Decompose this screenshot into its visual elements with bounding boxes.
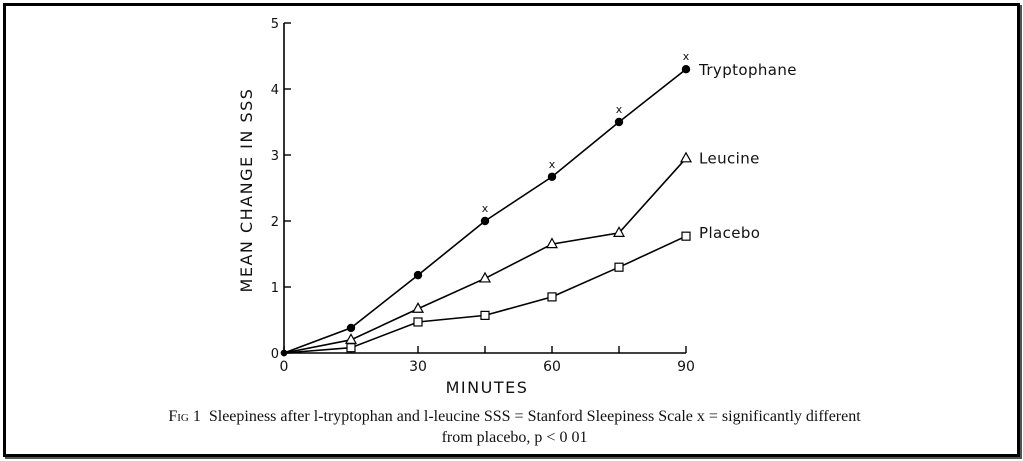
placebo-series-label: Placebo	[699, 224, 760, 242]
significance-marker: x	[549, 158, 556, 171]
y-tick-label: 4	[271, 83, 279, 98]
placebo-point	[346, 343, 356, 353]
leucine-point	[478, 271, 492, 283]
figure-caption: Fig 1 Sleepiness after l-tryptophan and …	[6, 406, 1023, 448]
leucine-series-label: Leucine	[699, 149, 760, 167]
significance-marker: x	[616, 103, 623, 116]
y-tick-label: 2	[271, 215, 279, 230]
tryptophane-point	[346, 323, 356, 333]
tryptophane-point	[480, 216, 490, 226]
caption-line-2: from placebo, p < 0 01	[441, 429, 588, 446]
y-tick-label: 0	[271, 347, 279, 362]
x-tick-label: 60	[543, 359, 561, 375]
placebo-point	[614, 262, 624, 272]
caption-figure-label: Fig 1	[168, 408, 201, 425]
x-axis-label: MINUTES	[446, 378, 529, 397]
y-tick-label: 5	[271, 17, 279, 32]
x-tick-label: 30	[409, 359, 427, 375]
y-tick-label: 1	[271, 281, 279, 296]
leucine-point	[612, 226, 626, 237]
placebo-point	[280, 349, 288, 357]
chart-series	[280, 65, 693, 357]
chart-axes	[283, 23, 686, 354]
significance-marker: x	[683, 50, 690, 63]
leucine-point	[679, 151, 693, 163]
caption-line-1: Fig 1 Sleepiness after l-tryptophan and …	[6, 406, 1023, 427]
tryptophane-point	[614, 117, 624, 127]
chart-ticks: 0 1 2 3 4 5 0 30 60 90	[271, 17, 695, 375]
tryptophane-point	[413, 270, 423, 280]
caption-text-1: Sleepiness after l-tryptophan and l-leuc…	[208, 408, 861, 425]
chart-labels: MINUTES MEAN CHANGE IN SSS x x x x Tryptophane…	[237, 50, 797, 397]
tryptophane-point	[681, 65, 691, 74]
placebo-point	[413, 317, 423, 327]
placebo-point	[480, 310, 490, 320]
placebo-point	[547, 292, 557, 302]
x-tick-label: 0	[280, 359, 289, 375]
placebo-point	[681, 231, 691, 241]
placebo-series-line	[283, 235, 687, 354]
y-axis-label: MEAN CHANGE IN SSS	[237, 88, 256, 293]
tryptophane-point	[547, 172, 557, 181]
significance-marker: x	[482, 202, 489, 215]
leucine-point	[411, 302, 425, 313]
figure-frame: 0 1 2 3 4 5 0 30 60 90 MINUTES MEAN CHANGE IN SSS x…	[3, 3, 1020, 457]
line-chart: 0 1 2 3 4 5 0 30 60 90 MINUTES MEAN CHANGE IN SSS x…	[237, 17, 797, 397]
y-tick-label: 3	[271, 149, 279, 164]
leucine-series-line	[283, 157, 687, 354]
x-tick-label: 90	[677, 359, 695, 375]
leucine-point	[545, 237, 559, 249]
tryptophane-series-label: Tryptophane	[698, 61, 797, 79]
